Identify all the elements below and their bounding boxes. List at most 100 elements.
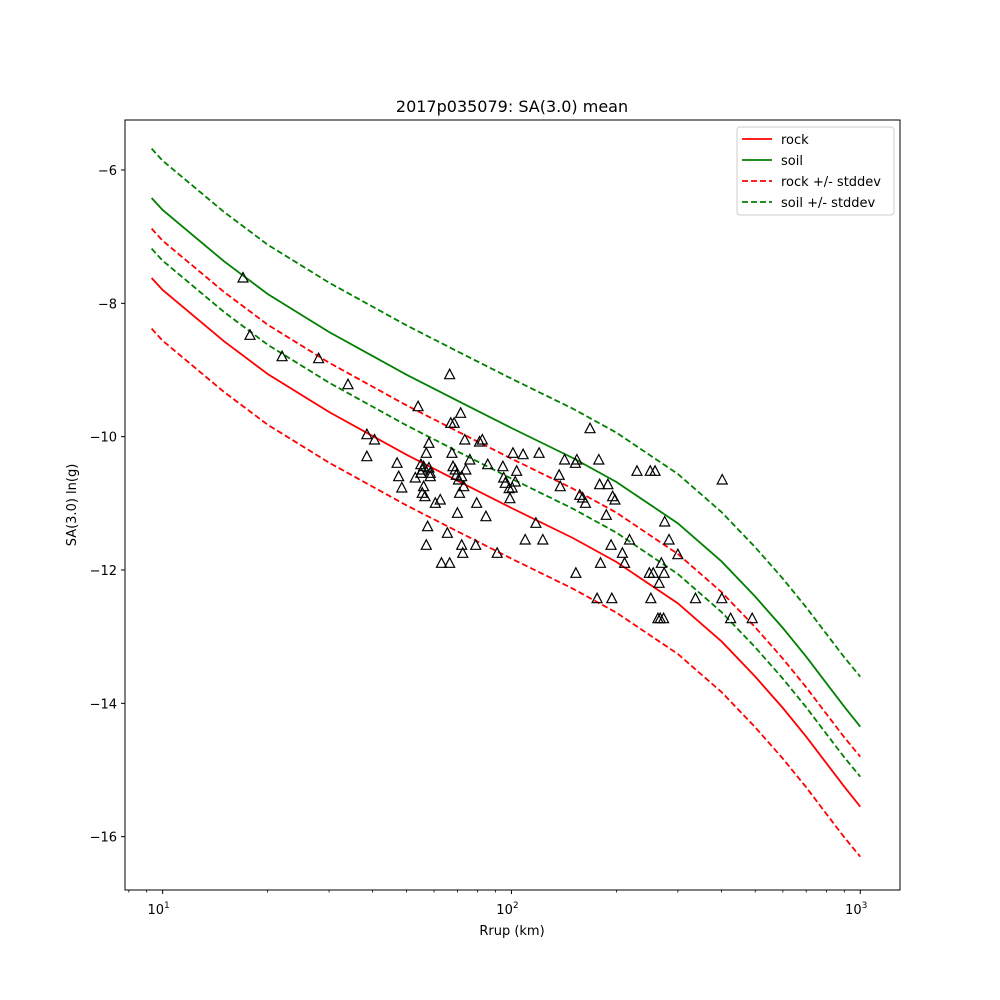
observation-point (554, 479, 567, 492)
observation-point (503, 491, 516, 504)
series-line-2 (150, 228, 861, 758)
series-line-0 (150, 277, 861, 808)
observation-point (529, 516, 542, 528)
observation-point (558, 453, 571, 465)
observation-point (593, 477, 606, 490)
chart-title: 2017p035079: SA(3.0) mean (396, 97, 628, 116)
observation-point (506, 446, 519, 458)
observation-point (509, 475, 522, 487)
observation-point (481, 457, 494, 470)
observation-point (448, 416, 461, 428)
observation-point (435, 556, 448, 568)
observation-point (715, 591, 728, 604)
observation-point (657, 611, 670, 624)
observation-point (616, 546, 629, 558)
series-line-5 (150, 248, 861, 778)
x-tick-label: 101 (147, 901, 169, 918)
observation-point (459, 463, 472, 475)
observation-point (457, 479, 470, 492)
legend-label: rock (781, 133, 809, 148)
observation-point (579, 496, 592, 508)
observation-point (569, 566, 582, 578)
observation-point (312, 351, 325, 364)
observation-point (476, 433, 489, 445)
legend-label: soil +/- stddev (781, 196, 876, 211)
observation-point (584, 421, 597, 434)
observation-point (237, 271, 250, 283)
observation-point (470, 496, 483, 508)
observation-point (424, 466, 437, 478)
series-line-1 (150, 197, 861, 728)
observation-point (519, 533, 532, 545)
observation-point (605, 591, 618, 604)
observation-point (618, 556, 631, 568)
observation-point (360, 427, 373, 440)
observation-point (517, 447, 530, 460)
observation-point (417, 479, 430, 492)
observation-point (456, 546, 469, 558)
observation-point (451, 506, 464, 518)
observation-point (243, 328, 256, 340)
observation-point (360, 449, 373, 462)
observation-point (454, 406, 467, 418)
observation-point (553, 468, 566, 480)
observation-point (445, 446, 458, 458)
observation-point (623, 533, 636, 545)
observation-point (443, 367, 456, 380)
series-layer (150, 148, 861, 858)
observation-point (455, 469, 468, 482)
observation-point (368, 433, 381, 445)
observation-point (458, 433, 471, 445)
observation-point (469, 538, 482, 550)
observation-point (663, 533, 676, 545)
observation-point (276, 349, 289, 362)
x-tick-label: 103 (845, 901, 867, 918)
observation-point (503, 481, 516, 494)
observation-point (591, 591, 604, 604)
observation-point (716, 473, 729, 485)
x-axis-label: Rrup (km) (479, 924, 544, 939)
observation-point (342, 377, 355, 390)
observation-point (424, 469, 437, 482)
observation-point (573, 488, 586, 500)
y-axis: −6 −8 −10 −12 −14 −16 (90, 164, 125, 846)
y-tick-label: −8 (98, 297, 117, 312)
series-line-3 (150, 328, 861, 858)
observation-point (463, 453, 476, 465)
observation-point (391, 456, 404, 468)
observation-point (658, 515, 671, 527)
observation-point (420, 446, 433, 458)
observation-point (653, 576, 666, 588)
observation-point (644, 591, 657, 604)
observation-point (600, 508, 613, 520)
observation-point (655, 556, 668, 568)
series-line-4 (150, 148, 861, 678)
observation-point (746, 611, 759, 624)
observation-point (592, 453, 605, 465)
observation-point (453, 486, 466, 498)
observation-point (422, 436, 435, 448)
legend-box (736, 126, 895, 216)
observation-point (536, 533, 549, 545)
observation-point (434, 493, 447, 505)
y-tick-label: −16 (90, 831, 117, 846)
y-tick-label: −14 (90, 697, 117, 712)
observation-point (395, 481, 408, 493)
observation-point (510, 464, 523, 476)
observation-point (479, 509, 492, 522)
observation-point (429, 496, 442, 508)
observation-point (412, 399, 425, 412)
observation-point (671, 547, 684, 560)
observation-point (601, 477, 614, 490)
observation-point (449, 463, 462, 475)
observation-point (647, 566, 660, 578)
observation-points (237, 271, 759, 624)
observation-point (392, 469, 405, 482)
observation-point (630, 464, 643, 476)
observation-point (658, 566, 671, 578)
y-axis-label: SA(3.0) ln(g) (65, 464, 80, 547)
legend-label: rock +/- stddev (781, 175, 881, 190)
observation-point (649, 464, 662, 476)
observation-point (491, 546, 504, 558)
